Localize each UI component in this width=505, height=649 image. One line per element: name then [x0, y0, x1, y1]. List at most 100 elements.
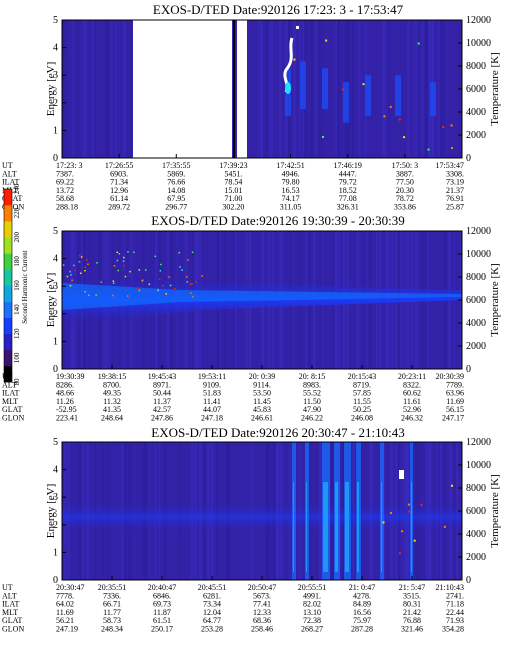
ephemeris-value: 69.73	[153, 600, 171, 609]
ephemeris-value: 79.80	[282, 178, 300, 187]
ephemeris-value: 12.04	[203, 608, 221, 617]
noise-dot	[389, 105, 392, 108]
ephemeris-value: 84.89	[353, 600, 371, 609]
panel-2-ytick: 5	[53, 226, 58, 237]
ephemeris-value: 8322.	[403, 380, 421, 389]
ephemeris-value: 18.52	[339, 186, 357, 195]
ephemeris-value: 17:53:47	[436, 161, 464, 170]
ephemeris-row-label: UT	[2, 161, 13, 170]
ephemeris-value: 247.18	[201, 414, 223, 423]
ephemeris-value: 353.86	[394, 203, 416, 212]
ephemeris-row-label: GLON	[2, 203, 24, 212]
noise-dot	[169, 284, 172, 287]
noise-dot	[154, 255, 157, 258]
noise-dot	[398, 552, 401, 555]
noise-dot	[159, 269, 162, 272]
noise-dot	[420, 503, 423, 506]
ephemeris-value: 17:23: 3	[56, 161, 82, 170]
panel-2-y2tick: 4000	[466, 318, 486, 329]
colorbar-tick: 140	[13, 304, 21, 315]
panel-1: EXOS-D/TED Date:920126 17:23: 3 - 17:53:…	[2, 2, 501, 212]
noise-dot	[118, 253, 121, 255]
ephemeris-value: 76.88	[403, 616, 421, 625]
noise-dot	[122, 260, 125, 263]
noise-dot	[168, 276, 170, 278]
noise-dot	[321, 135, 324, 138]
noise-dot	[137, 287, 140, 290]
noise-dot	[401, 530, 404, 533]
panel-3-y2tick: 10000	[466, 460, 491, 471]
noise-dot	[450, 484, 453, 487]
panel-2-spectrogram	[62, 231, 462, 369]
noise-dot	[427, 148, 430, 151]
spectrogram-burst	[322, 68, 328, 109]
noise-dot	[116, 259, 119, 262]
ephemeris-value: 76.66	[167, 178, 185, 187]
ephemeris-value: 20:30:39	[436, 372, 464, 381]
panel-3-ytick: 1	[53, 547, 58, 558]
ephemeris-value: 57.85	[353, 389, 371, 398]
ephemeris-value: 247.19	[56, 625, 78, 634]
spectrogram-burst	[300, 61, 306, 109]
noise-dot	[191, 251, 194, 254]
ephemeris-value: 248.64	[101, 414, 123, 423]
ephemeris-value: 17:35:55	[162, 161, 190, 170]
ephemeris-row-label: ALT	[2, 380, 17, 389]
ephemeris-value: 11.32	[103, 397, 121, 406]
ephemeris-value: 8286.	[56, 380, 74, 389]
noise-dot	[87, 263, 89, 265]
ephemeris-row-label: GLON	[2, 414, 24, 423]
ephemeris-value: 7387.	[56, 169, 74, 178]
ephemeris-value: 6281.	[203, 591, 221, 600]
ephemeris-value: 21.42	[403, 608, 421, 617]
ephemeris-value: 16.56	[353, 608, 371, 617]
noise-dot	[139, 290, 141, 293]
ephemeris-value: 60.62	[403, 389, 421, 398]
ephemeris-value: 49.35	[103, 389, 121, 398]
panel-2: EXOS-D/TED Date:920126 19:30:39 - 20:30:…	[2, 213, 501, 423]
ephemeris-value: 77.08	[339, 194, 357, 203]
panel-3-y2tick: 8000	[466, 483, 486, 494]
ephemeris-value: 7336.	[103, 591, 121, 600]
ephemeris-value: 7778.	[56, 591, 74, 600]
ephemeris-value: 250.17	[151, 625, 173, 634]
ephemeris-value: 64.02	[56, 600, 74, 609]
ephemeris-value: 354.28	[442, 625, 464, 634]
colorbar-label: Second Harmonic Current	[21, 250, 29, 324]
ephemeris-value: 45.83	[253, 405, 271, 414]
ephemeris-value: 11.55	[353, 397, 371, 406]
noise-dot	[126, 295, 129, 297]
panel-3-ylabel: Energy [eV]	[45, 484, 57, 538]
ephemeris-value: 58.68	[56, 194, 74, 203]
ephemeris-value: 3887.	[396, 169, 414, 178]
noise-dot	[129, 270, 131, 273]
panel-2-y2tick: 10000	[466, 249, 491, 260]
panel-3-title: EXOS-D/TED Date:920126 20:30:47 - 21:10:…	[151, 425, 404, 440]
panel-2-ylabel: Energy [eV]	[45, 273, 57, 327]
noise-dot	[293, 58, 296, 61]
ephemeris-value: 302.20	[222, 203, 244, 212]
noise-dot	[80, 272, 82, 275]
ephemeris-value: 20:50:47	[248, 583, 276, 592]
panel-1-ytick: 3	[53, 70, 58, 81]
ephemeris-value: 71.18	[446, 600, 464, 609]
panel-2-y2tick: 6000	[466, 295, 486, 306]
panel-2-y2tick: 12000	[466, 226, 491, 237]
noise-dot	[138, 289, 141, 292]
ephemeris-value: 287.28	[351, 625, 373, 634]
noise-dot	[417, 42, 420, 45]
noise-dot	[112, 280, 115, 282]
noise-dot	[133, 251, 135, 254]
ephemeris-value: 11.69	[446, 397, 464, 406]
noise-dot	[186, 276, 188, 278]
noise-dot	[181, 269, 183, 271]
ephemeris-value: 50.25	[353, 405, 371, 414]
noise-dot	[192, 295, 194, 298]
ephemeris-row-label: MLT	[2, 608, 18, 617]
ephemeris-row-label: GLAT	[2, 616, 23, 625]
spectrogram-burst	[365, 75, 371, 116]
ephemeris-value: -52.95	[56, 405, 77, 414]
panel-3-ytick: 0	[53, 575, 58, 586]
noise-dot	[442, 126, 445, 129]
ephemeris-value: 44.07	[203, 405, 221, 414]
